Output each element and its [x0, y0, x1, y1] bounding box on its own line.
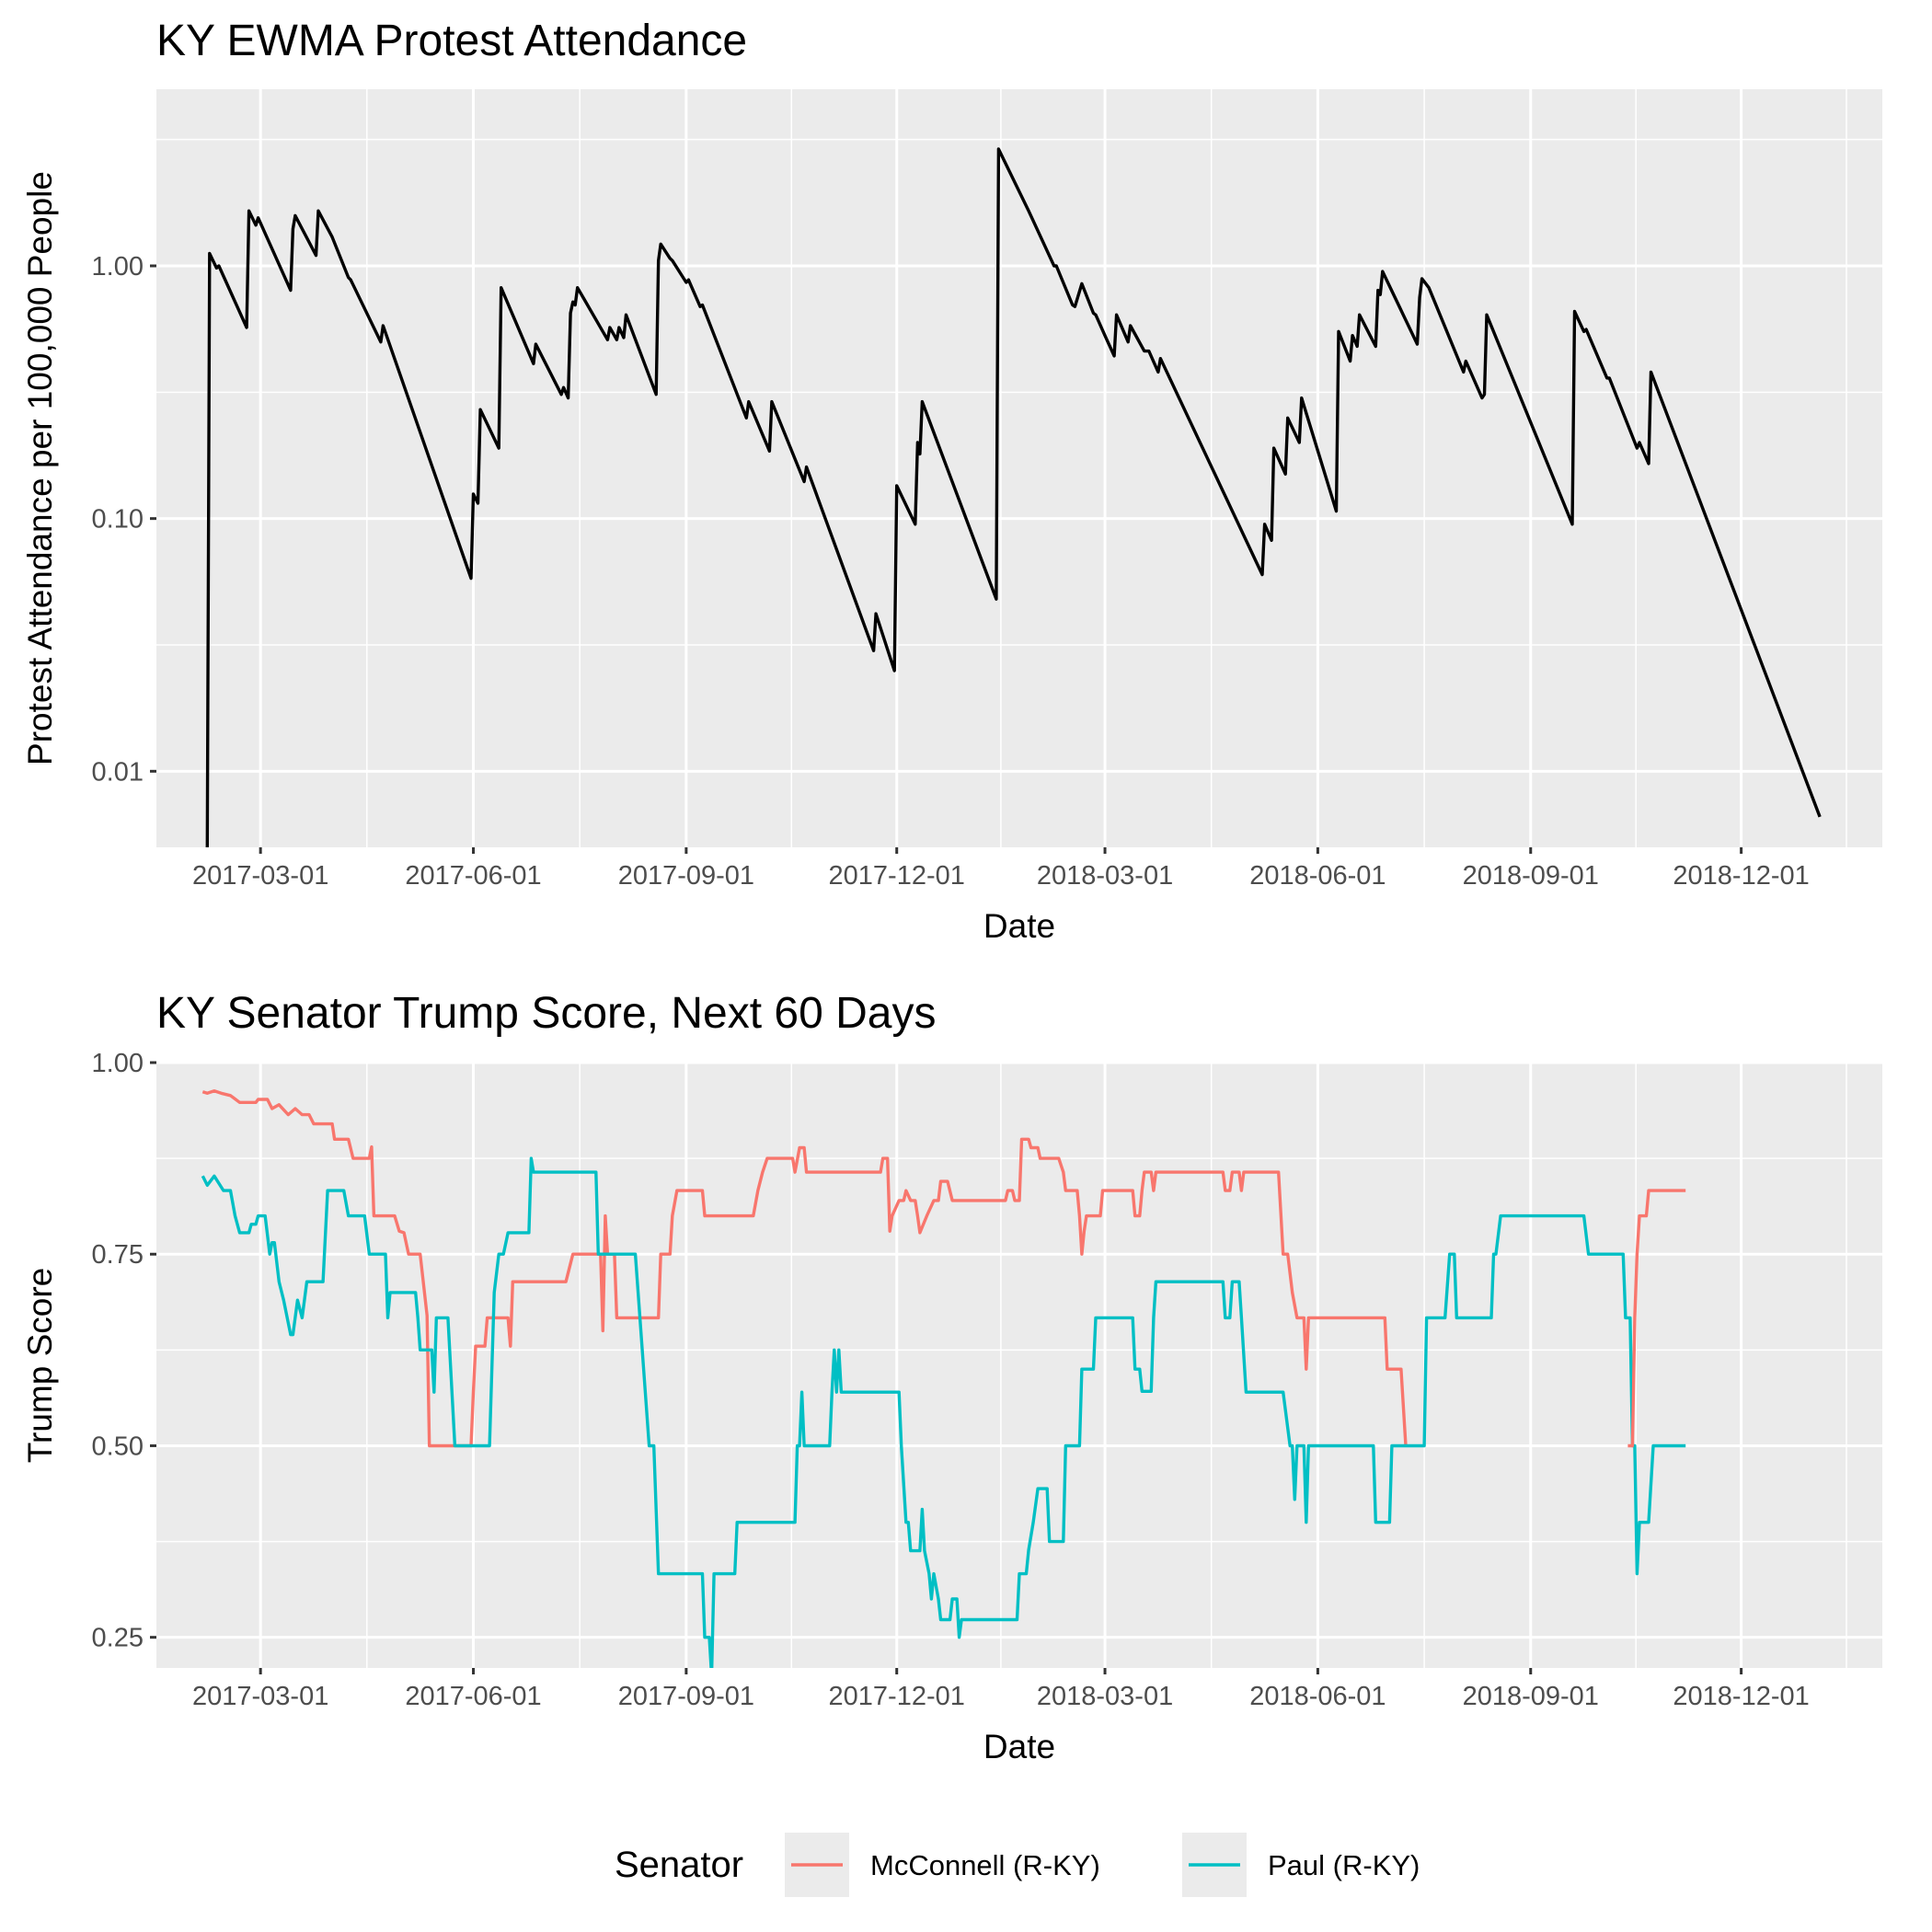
x-tick-label: 2017-12-01 — [829, 861, 965, 891]
x-tick-label: 2018-09-01 — [1463, 1682, 1599, 1711]
y-axis: 0.01 0.10 1.00 — [92, 252, 156, 787]
plot-panel — [156, 89, 1882, 847]
x-tick-label: 2017-03-01 — [192, 1682, 328, 1711]
y-tick-label: 0.50 — [92, 1432, 144, 1461]
legend-title: Senator — [615, 1845, 743, 1885]
x-axis-title: Date — [983, 907, 1055, 945]
x-axis: 2017-03-01 2017-06-01 2017-09-01 2017-12-01… — [192, 847, 1810, 891]
x-tick-label: 2017-09-01 — [618, 861, 754, 891]
y-tick-label: 0.25 — [92, 1624, 144, 1653]
x-tick-label: 2018-03-01 — [1037, 1682, 1173, 1711]
y-tick-label: 1.00 — [92, 1049, 144, 1078]
trump-score-chart: KY Senator Trump Score, Next 60 Days 0.2… — [21, 989, 1882, 1765]
y-tick-label: 0.75 — [92, 1240, 144, 1270]
series-group — [201, 1089, 1686, 1668]
series-line-0 — [205, 147, 1822, 847]
y-tick-label: 1.00 — [92, 252, 144, 282]
series-group — [205, 147, 1822, 847]
x-tick-label: 2017-06-01 — [405, 1682, 541, 1711]
x-tick-label: 2018-09-01 — [1463, 861, 1599, 891]
y-axis: 0.25 0.50 0.75 1.00 — [92, 1049, 156, 1653]
y-tick-label: 0.10 — [92, 505, 144, 535]
x-tick-label: 2017-03-01 — [192, 861, 328, 891]
legend: Senator McConnell (R-KY) Paul (R-KY) — [615, 1833, 1420, 1897]
y-axis-title: Protest Attendance per 100,000 People — [21, 171, 59, 765]
x-tick-label: 2017-12-01 — [829, 1682, 965, 1711]
x-tick-label: 2018-12-01 — [1673, 1682, 1809, 1711]
y-tick-label: 0.01 — [92, 757, 144, 787]
legend-label-paul: Paul (R-KY) — [1268, 1849, 1420, 1881]
protest-attendance-chart: KY EWMA Protest Attendance 0.010.101.00 … — [21, 17, 1882, 945]
series-lines — [205, 147, 1822, 847]
x-tick-label: 2018-12-01 — [1673, 861, 1809, 891]
chart-title: KY Senator Trump Score, Next 60 Days — [156, 989, 937, 1038]
y-axis-title: Trump Score — [21, 1268, 59, 1463]
chart-title: KY EWMA Protest Attendance — [156, 17, 747, 65]
x-axis: 2017-03-01 2017-06-01 2017-09-01 2017-12-01… — [192, 1668, 1810, 1711]
series-lines — [201, 1089, 1686, 1668]
x-tick-label: 2018-06-01 — [1249, 1682, 1386, 1711]
x-tick-label: 2018-03-01 — [1037, 861, 1173, 891]
x-tick-label: 2017-06-01 — [405, 861, 541, 891]
gridlines — [156, 89, 1882, 847]
x-tick-label: 2018-06-01 — [1249, 861, 1386, 891]
x-axis-title: Date — [983, 1728, 1055, 1765]
legend-label-mcconnell: McConnell (R-KY) — [870, 1849, 1100, 1881]
series-line-mcconnell — [201, 1089, 1408, 1448]
series-line-paul — [201, 1156, 1686, 1668]
series-line-mcconnell — [1627, 1189, 1686, 1448]
x-tick-label: 2017-09-01 — [618, 1682, 754, 1711]
